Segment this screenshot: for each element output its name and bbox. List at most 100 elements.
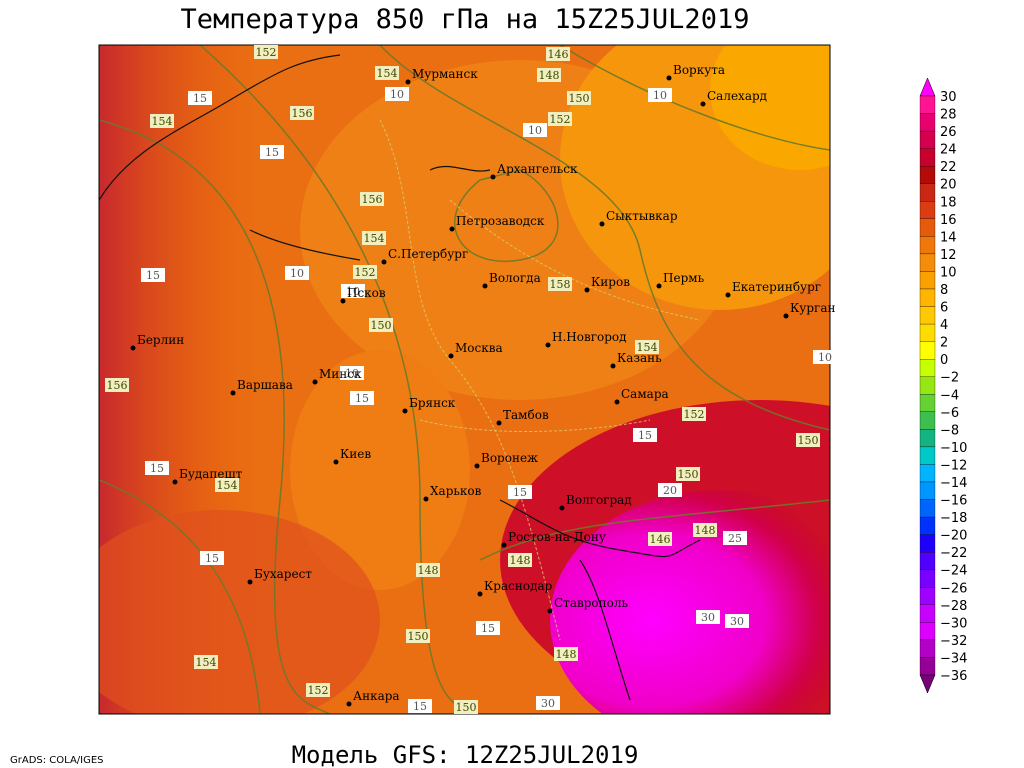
- temperature-label: 15: [145, 461, 169, 475]
- city-dot: [346, 701, 352, 707]
- height-label: 152: [306, 683, 330, 697]
- label-box: [648, 532, 672, 546]
- label-box: [796, 433, 820, 447]
- colorbar-label: 2: [940, 336, 948, 351]
- label-text: 10: [528, 124, 542, 137]
- colorbar-segment: [919, 446, 936, 465]
- colorbar-segment: [919, 499, 936, 518]
- label-text: 150: [371, 319, 392, 332]
- label-text: 154: [152, 115, 173, 128]
- colorbar-label: −22: [940, 546, 967, 561]
- city-name: Берлин: [137, 333, 184, 347]
- colorbar-segment: [919, 253, 936, 272]
- colorbar-label: −12: [940, 458, 967, 473]
- colorbar-label: 8: [940, 283, 948, 298]
- label-text: 150: [456, 701, 477, 714]
- label-box: [554, 647, 578, 661]
- city-dot: [230, 390, 236, 396]
- label-box: [254, 45, 278, 59]
- label-box: [406, 629, 430, 643]
- colorbar-segment: [919, 622, 936, 641]
- height-label: 148: [693, 523, 717, 537]
- label-box: [360, 192, 384, 206]
- city-name: С.Петербург: [388, 247, 468, 261]
- colorbar-label: −2: [940, 371, 959, 386]
- label-box: [676, 467, 700, 481]
- label-box: [567, 91, 591, 105]
- colorbar-label: −8: [940, 423, 959, 438]
- label-box: [145, 461, 169, 475]
- label-box: [476, 621, 500, 635]
- credit: GrADS: COLA/IGES: [10, 755, 104, 766]
- label-text: 15: [265, 146, 279, 159]
- label-box: [200, 551, 224, 565]
- label-text: 15: [481, 622, 495, 635]
- label-text: 15: [193, 92, 207, 105]
- temperature-label: 25: [723, 531, 747, 545]
- city-dot: [547, 608, 553, 614]
- temperature-label: 15: [633, 428, 657, 442]
- colorbar-label: −18: [940, 511, 967, 526]
- colorbar-segment: [919, 534, 936, 553]
- height-label: 150: [676, 467, 700, 481]
- colorbar-segment: [919, 411, 936, 430]
- label-text: 156: [292, 107, 313, 120]
- label-text: 148: [556, 648, 577, 661]
- city-name: Воронеж: [481, 451, 538, 465]
- colorbar-segment: [919, 394, 936, 412]
- label-box: [194, 655, 218, 669]
- label-box: [369, 318, 393, 332]
- colorbar-segment: [919, 376, 936, 395]
- label-box: [260, 145, 284, 159]
- colorbar-segment: [919, 569, 936, 588]
- colorbar-segment: [919, 306, 936, 325]
- city-name: Ставрополь: [554, 596, 628, 610]
- city-dot: [700, 101, 706, 107]
- colorbar-segment: [919, 429, 936, 448]
- height-label: 152: [353, 265, 377, 279]
- label-box: [150, 114, 174, 128]
- city-dot: [545, 342, 551, 348]
- label-text: 154: [377, 67, 398, 80]
- label-box: [375, 66, 399, 80]
- city-dot: [381, 259, 387, 265]
- temperature-label: 10: [385, 87, 409, 101]
- label-text: 25: [728, 532, 742, 545]
- label-text: 148: [418, 564, 439, 577]
- label-box: [725, 614, 749, 628]
- city-dot: [559, 505, 565, 511]
- city-dot: [614, 399, 620, 405]
- colorbar-segment: [919, 552, 936, 570]
- label-text: 30: [541, 697, 555, 710]
- label-text: 158: [550, 278, 571, 291]
- temperature-label: 30: [536, 696, 560, 710]
- city-name: Воркута: [673, 63, 725, 77]
- city-dot: [448, 353, 454, 359]
- label-box: [306, 683, 330, 697]
- colorbar-top: [919, 77, 936, 97]
- colorbar-segment: [919, 481, 936, 500]
- city-name: Волгоград: [566, 493, 632, 507]
- label-box: [536, 696, 560, 710]
- colorbar-segment: [919, 236, 936, 255]
- colorbar-segment: [919, 587, 936, 605]
- city-dot: [405, 79, 411, 85]
- label-box: [682, 407, 706, 421]
- label-box: [696, 610, 720, 624]
- colorbar-segment: [919, 359, 936, 377]
- colorbar-label: −36: [940, 669, 967, 684]
- temperature-label: 15: [141, 268, 165, 282]
- city-dot: [333, 459, 339, 465]
- height-label: 150: [796, 433, 820, 447]
- temperature-label: 30: [696, 610, 720, 624]
- label-text: 10: [346, 285, 360, 298]
- height-label: 148: [537, 68, 561, 82]
- colorbar-label: −26: [940, 581, 967, 596]
- colorbar-segment: [919, 148, 936, 167]
- colorbar-label: 14: [940, 230, 957, 245]
- label-box: [546, 47, 570, 61]
- label-text: 154: [364, 232, 385, 245]
- colorbar-label: −24: [940, 564, 967, 579]
- city-dot: [725, 292, 731, 298]
- label-text: 152: [684, 408, 705, 421]
